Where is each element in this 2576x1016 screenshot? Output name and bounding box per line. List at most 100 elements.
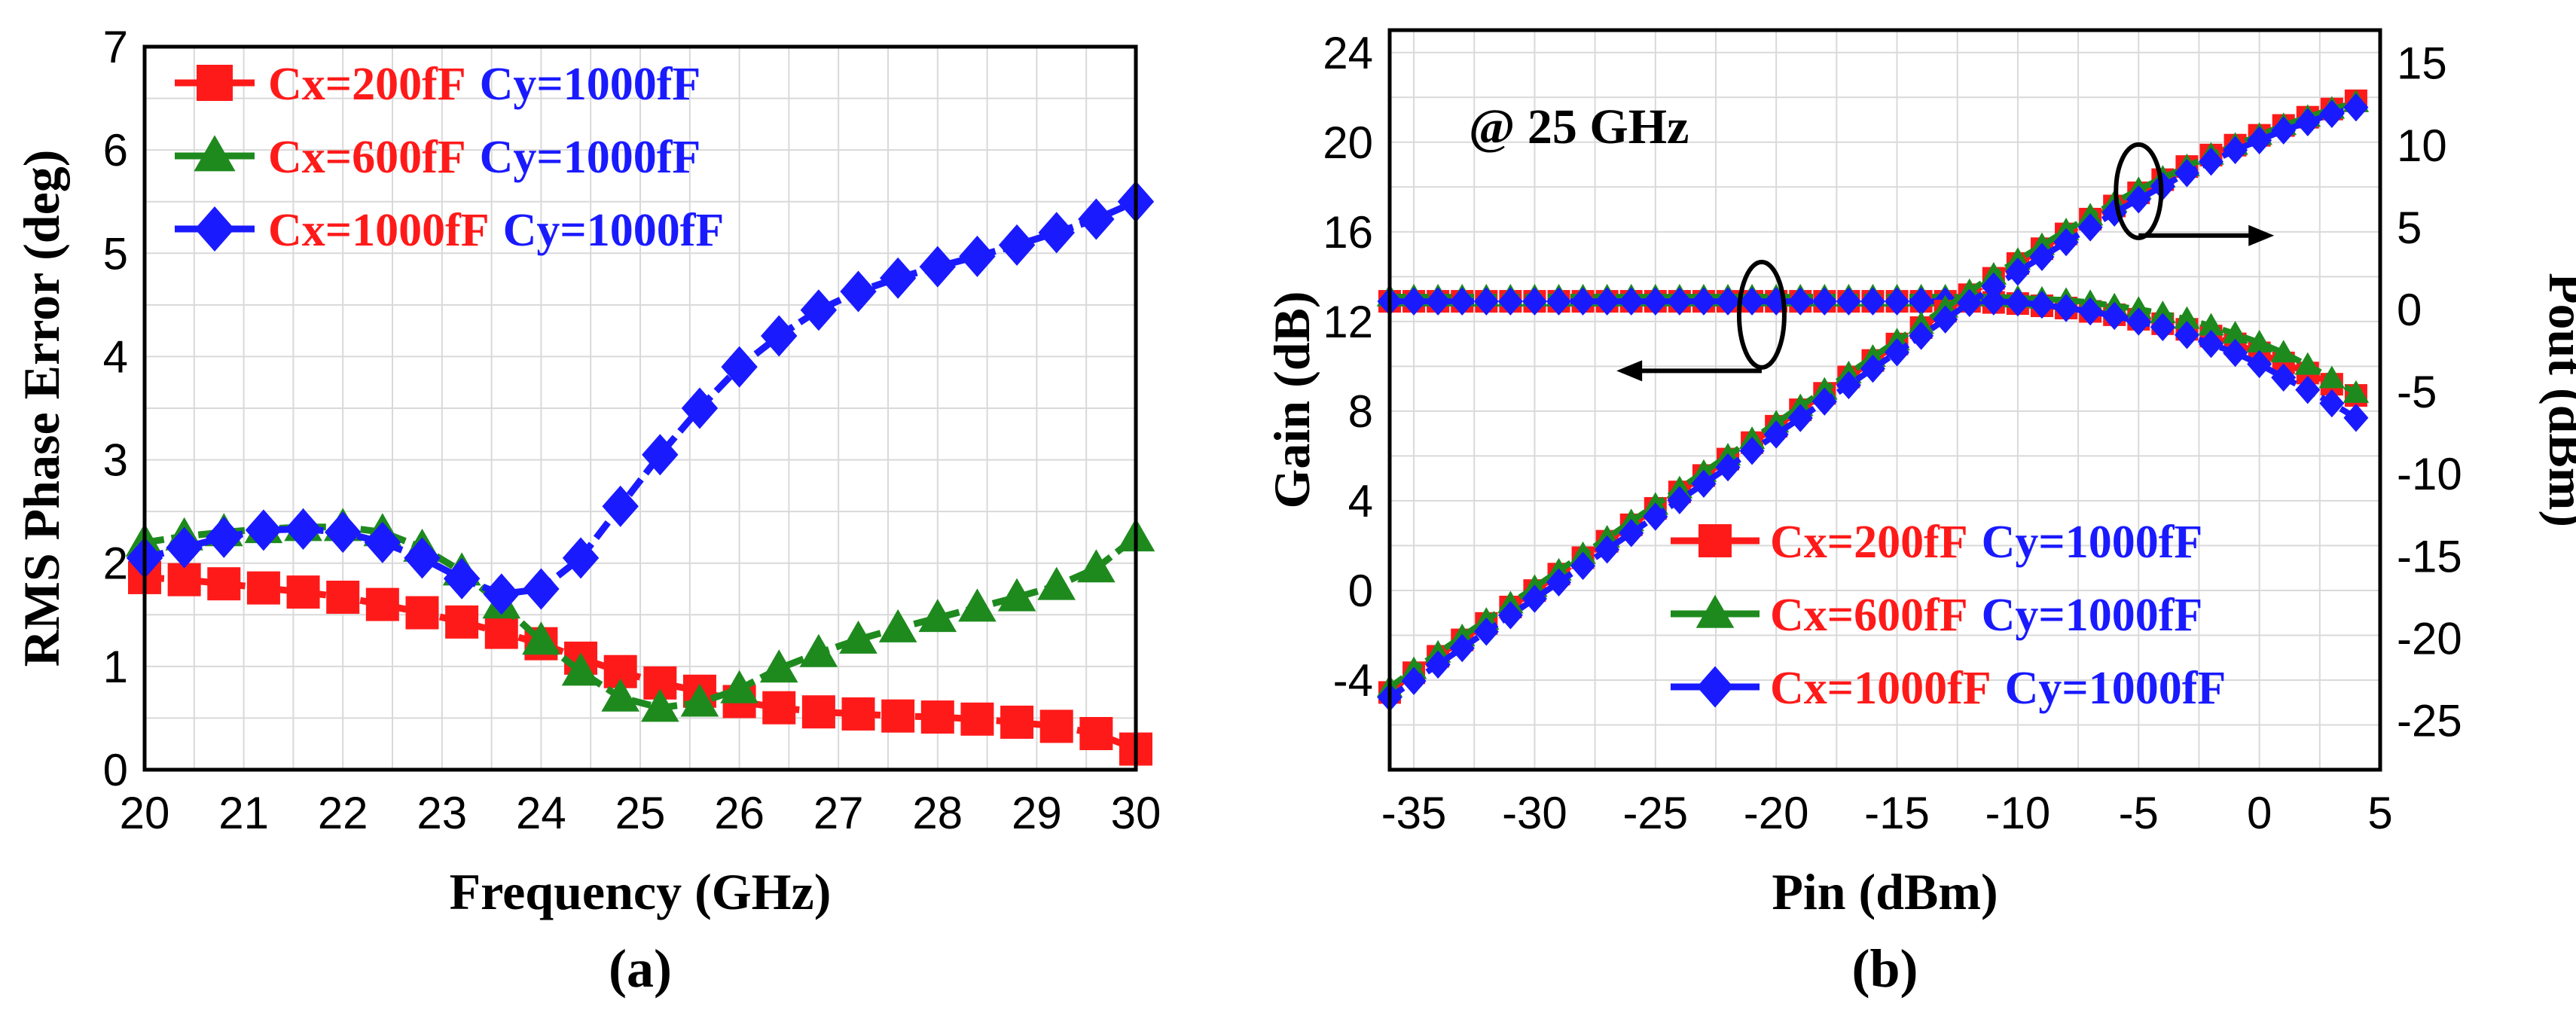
- data-point: [2318, 365, 2346, 389]
- data-point: [246, 571, 280, 605]
- x-tick-label: 21: [218, 788, 269, 838]
- x-tick-label: -10: [1985, 788, 2051, 838]
- data-point: [2126, 307, 2151, 336]
- data-point: [960, 702, 994, 736]
- data-point: [2271, 363, 2297, 392]
- panel-b-axis-indicator-arrows: [1616, 142, 2275, 382]
- gain-curve-indicator-ellipse: [1736, 259, 1787, 370]
- legend-entry-cx-1000ff: Cx=1000fF Cy=1000fF: [175, 205, 724, 256]
- legend-label: Cx=600fF Cy=1000fF: [1770, 590, 2202, 641]
- data-point: [1473, 617, 1499, 646]
- data-point: [167, 563, 201, 596]
- data-point: [720, 670, 758, 703]
- series-cx-1000ff: [126, 181, 1155, 615]
- data-point: [2174, 159, 2199, 188]
- y-tick-label: 3: [103, 435, 128, 486]
- y2-tick-label: -15: [2397, 531, 2462, 581]
- data-point: [1667, 287, 1692, 316]
- data-point: [641, 688, 679, 722]
- data-point: [2223, 136, 2248, 165]
- data-point: [2319, 99, 2345, 129]
- legend-cy-label: Cy=1000fF: [480, 132, 701, 183]
- data-point: [2150, 313, 2175, 342]
- panel-b-x-axis-title: Pin (dBm): [1772, 863, 1998, 920]
- data-point: [404, 537, 441, 579]
- x-tick-label: -15: [1864, 788, 1930, 838]
- data-point: [166, 526, 203, 569]
- panel-b-x-tick-labels: -35 -30 -25 -20 -15 -10 -5 0 5: [1381, 788, 2393, 838]
- data-point: [1546, 287, 1572, 316]
- data-point: [801, 695, 835, 729]
- data-point: [680, 683, 719, 717]
- data-point: [2077, 213, 2103, 242]
- y2-tick-label: -20: [2397, 613, 2462, 664]
- x-tick-label: 28: [912, 788, 963, 838]
- panel-b-grid: [1390, 30, 2381, 770]
- legend-cy-label: Cy=1000fF: [503, 205, 725, 256]
- panel-b-gain-pout-chart: -35 -30 -25 -20 -15 -10 -5 0 5 -4 0 4 8 12 16 20 24 -25…: [1263, 28, 2576, 999]
- y2-tick-label: -25: [2397, 696, 2462, 746]
- series-cx-1000ff-pout: [1377, 93, 2369, 712]
- data-point: [1909, 322, 1934, 350]
- y-tick-label: 20: [1323, 117, 1373, 168]
- data-point: [799, 633, 838, 667]
- data-point: [2295, 108, 2321, 136]
- data-point: [920, 700, 954, 734]
- data-point: [1836, 371, 1861, 400]
- data-point: [561, 652, 600, 686]
- data-point: [2319, 389, 2345, 418]
- data-point: [2053, 227, 2079, 257]
- legend-cy-label: Cy=1000fF: [1982, 590, 2203, 641]
- x-tick-label: 23: [417, 788, 467, 838]
- data-point: [2270, 340, 2297, 363]
- data-point: [878, 609, 917, 642]
- data-point: [1000, 705, 1034, 739]
- data-point: [1885, 287, 1910, 316]
- y-tick-label: 12: [1323, 297, 1373, 347]
- data-point: [2198, 313, 2224, 336]
- x-tick-label: 26: [714, 788, 765, 838]
- data-point: [1715, 453, 1741, 482]
- data-point: [1860, 287, 1885, 316]
- legend-cy-label: Cy=1000fF: [480, 59, 701, 110]
- x-tick-label: -30: [1502, 788, 1567, 838]
- data-point: [2343, 404, 2369, 432]
- x-tick-label: -20: [1744, 788, 1809, 838]
- data-point: [2198, 147, 2223, 176]
- data-point: [1497, 601, 1523, 630]
- data-point: [405, 596, 439, 630]
- data-point: [2247, 349, 2272, 379]
- data-point: [1570, 287, 1596, 316]
- y-tick-label: 7: [103, 22, 128, 72]
- data-point: [2174, 320, 2199, 349]
- data-point: [1473, 287, 1499, 316]
- data-point: [1497, 287, 1523, 316]
- data-point: [2005, 258, 2031, 286]
- data-point: [841, 697, 875, 731]
- data-point: [2223, 338, 2248, 368]
- data-point: [642, 434, 679, 476]
- legend-cy-label: Cy=1000fF: [1982, 517, 2203, 568]
- data-point: [881, 699, 915, 733]
- legend-label: Cx=1000fF Cy=1000fF: [1770, 663, 2226, 714]
- legend-marker: [1696, 666, 1734, 708]
- data-point: [1909, 287, 1934, 316]
- data-point: [1957, 288, 1982, 317]
- data-point: [1449, 633, 1475, 663]
- y-tick-label: 0: [103, 745, 128, 795]
- x-tick-label: 30: [1111, 788, 1161, 838]
- data-point: [1595, 287, 1620, 316]
- data-point: [919, 246, 956, 288]
- data-point: [562, 537, 600, 579]
- data-point: [1787, 404, 1813, 432]
- data-point: [997, 578, 1036, 612]
- data-point: [2029, 243, 2055, 271]
- y-tick-label: 4: [103, 331, 128, 382]
- y2-tick-label: 0: [2397, 285, 2422, 335]
- data-point: [1619, 519, 1644, 548]
- x-tick-label: 29: [1012, 788, 1062, 838]
- data-point: [681, 387, 719, 429]
- left-arrow-head: [1616, 360, 1643, 382]
- data-point: [1521, 287, 1547, 316]
- panel-b-y2-tick-labels: -25 -20 -15 -10 -5 0 5 10 15: [2397, 38, 2462, 746]
